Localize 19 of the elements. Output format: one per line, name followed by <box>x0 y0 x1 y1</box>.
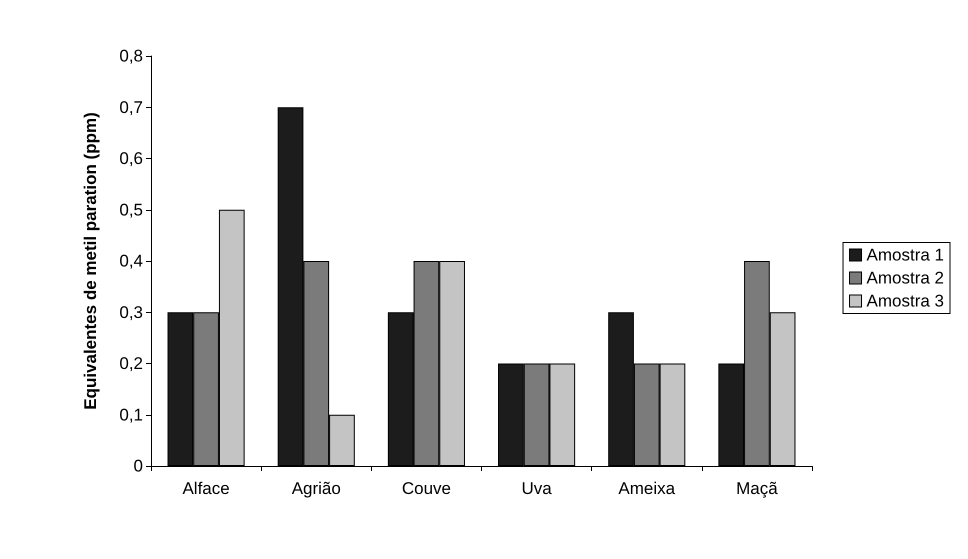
y-tick-label: 0,7 <box>119 98 143 117</box>
x-tick-label: Alface <box>182 479 230 498</box>
y-tick-label: 0,3 <box>119 302 143 322</box>
x-tick-label: Uva <box>521 479 552 498</box>
x-tick-label: Couve <box>402 479 451 498</box>
y-tick-label: 0,1 <box>119 405 143 424</box>
y-tick-label: 0,4 <box>119 252 143 270</box>
legend-label: Amostra 2 <box>866 268 944 288</box>
x-tick-label: Agrião <box>292 479 341 498</box>
x-tick-label: Maçã <box>736 479 778 498</box>
x-tick-label: Ameixa <box>618 479 676 498</box>
y-tick-label: 0,8 <box>119 46 143 66</box>
y-tick-label: 0,5 <box>119 200 143 220</box>
legend-label: Amostra 3 <box>866 292 944 310</box>
y-tick-label: 0,6 <box>119 149 143 168</box>
y-tick-label: 0 <box>134 456 143 476</box>
y-tick-label: 0,2 <box>119 354 143 373</box>
y-axis-title: Equivalentes de metil paration (ppm) <box>81 112 100 410</box>
legend-label: Amostra 1 <box>866 246 944 264</box>
